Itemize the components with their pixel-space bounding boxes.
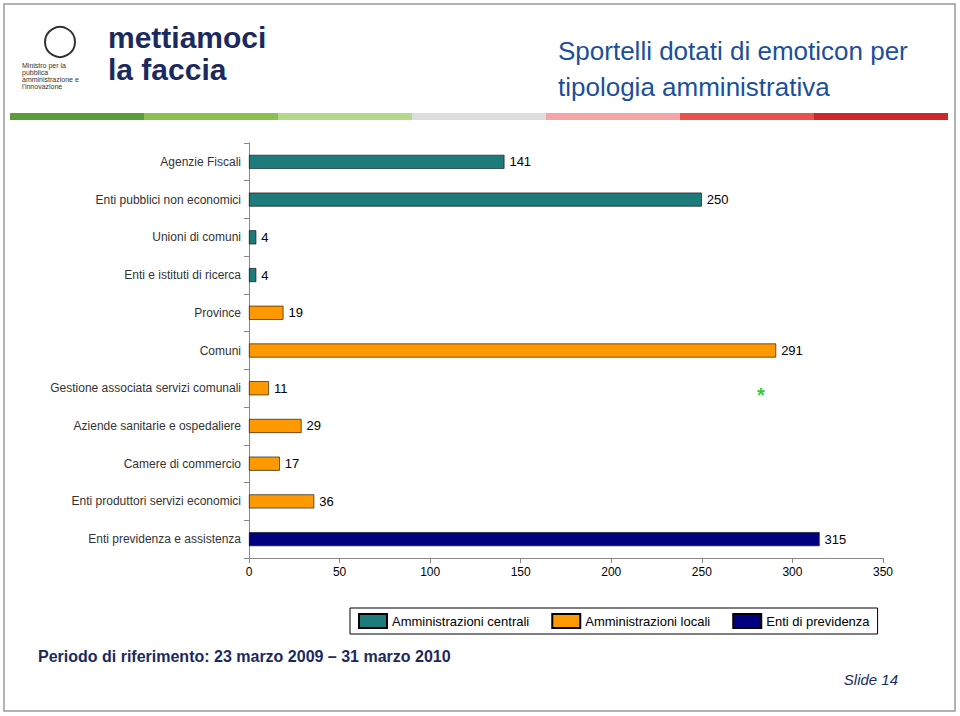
svg-text:150: 150 <box>511 565 531 579</box>
svg-text:200: 200 <box>601 565 621 579</box>
svg-text:100: 100 <box>420 565 440 579</box>
svg-text:36: 36 <box>319 494 333 509</box>
svg-text:Enti e istituti di ricerca: Enti e istituti di ricerca <box>124 268 241 282</box>
svg-text:Unioni di comuni: Unioni di comuni <box>152 230 241 244</box>
svg-text:Province: Province <box>194 306 241 320</box>
svg-text:291: 291 <box>781 343 803 358</box>
svg-text:Camere di commercio: Camere di commercio <box>124 457 242 471</box>
svg-text:11: 11 <box>274 381 288 396</box>
svg-text:tipologia amministrativa: tipologia amministrativa <box>558 72 830 102</box>
svg-text:la faccia: la faccia <box>108 53 227 86</box>
svg-text:pubblica: pubblica <box>22 69 50 76</box>
svg-text:4: 4 <box>261 230 268 245</box>
svg-text:Comuni: Comuni <box>200 344 241 358</box>
svg-text:50: 50 <box>333 565 347 579</box>
svg-text:19: 19 <box>288 305 302 320</box>
svg-text:0: 0 <box>246 565 253 579</box>
svg-text:350: 350 <box>873 565 893 579</box>
svg-text:4: 4 <box>261 268 268 283</box>
svg-text:Enti previdenza e assistenza: Enti previdenza e assistenza <box>88 532 241 546</box>
svg-text:Enti pubblici non economici: Enti pubblici non economici <box>96 193 241 207</box>
svg-text:Aziende sanitarie e ospedalier: Aziende sanitarie e ospedaliere <box>74 419 242 433</box>
svg-text:l'innovazione: l'innovazione <box>22 83 62 90</box>
svg-text:Agenzie Fiscali: Agenzie Fiscali <box>160 155 241 169</box>
svg-text:Slide 14: Slide 14 <box>844 671 898 688</box>
svg-text:*: * <box>757 384 765 406</box>
svg-text:Gestione associata servizi com: Gestione associata servizi comunali <box>50 381 241 395</box>
svg-text:29: 29 <box>307 418 321 433</box>
svg-text:315: 315 <box>825 532 847 547</box>
svg-text:250: 250 <box>707 192 729 207</box>
svg-text:141: 141 <box>509 154 531 169</box>
svg-text:Enti di previdenza: Enti di previdenza <box>766 614 870 629</box>
svg-text:250: 250 <box>692 565 712 579</box>
svg-text:amministrazione e: amministrazione e <box>22 76 81 83</box>
svg-text:Amministrazioni locali: Amministrazioni locali <box>585 614 710 629</box>
svg-text:Periodo di riferimento: 23 mar: Periodo di riferimento: 23 marzo 2009 – … <box>38 648 451 665</box>
svg-text:Sportelli dotati di emoticon p: Sportelli dotati di emoticon per <box>558 36 915 66</box>
svg-text:300: 300 <box>782 565 802 579</box>
svg-text:Enti produttori servizi econom: Enti produttori servizi economici <box>72 494 241 508</box>
svg-text:17: 17 <box>285 456 299 471</box>
svg-text:Ministro per la: Ministro per la <box>22 62 68 69</box>
svg-text:Amministrazioni centrali: Amministrazioni centrali <box>392 614 529 629</box>
svg-text:mettiamoci: mettiamoci <box>108 21 266 54</box>
